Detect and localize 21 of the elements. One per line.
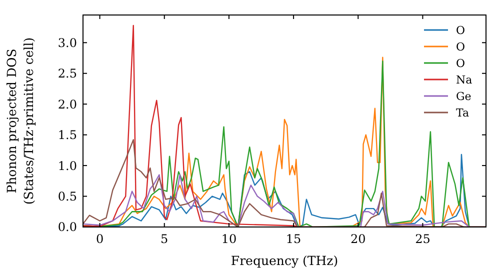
x-tick-label: 25 bbox=[415, 232, 430, 246]
y-axis-title: Phonon projected DOS (States/THz·primitive cell) bbox=[4, 37, 36, 205]
x-tick-label: 15 bbox=[286, 232, 302, 246]
y-tick-label: 3.0 bbox=[58, 36, 77, 50]
y-tick-label: 1.5 bbox=[58, 128, 77, 142]
legend-label: Ta bbox=[456, 106, 470, 120]
y-tick-label: 0.0 bbox=[58, 220, 77, 234]
x-tick-label: 5 bbox=[160, 232, 168, 246]
y-tick-label: 2.0 bbox=[58, 97, 77, 112]
legend-label: O bbox=[456, 24, 466, 37]
legend-label: O bbox=[456, 56, 466, 70]
y-tick-label: 2.5 bbox=[58, 66, 77, 81]
x-axis-title: Frequency (THz) bbox=[230, 253, 338, 268]
legend-label: Na bbox=[456, 73, 473, 86]
y-tick-label: 1.0 bbox=[58, 158, 77, 173]
x-tick-label: 10 bbox=[221, 232, 237, 246]
legend-label: O bbox=[456, 40, 466, 54]
x-tick-label: 0 bbox=[96, 232, 104, 246]
x-tick-label: 20 bbox=[350, 232, 366, 246]
y-tick-label: 0.5 bbox=[58, 189, 77, 204]
legend-label: Ge bbox=[456, 90, 472, 103]
